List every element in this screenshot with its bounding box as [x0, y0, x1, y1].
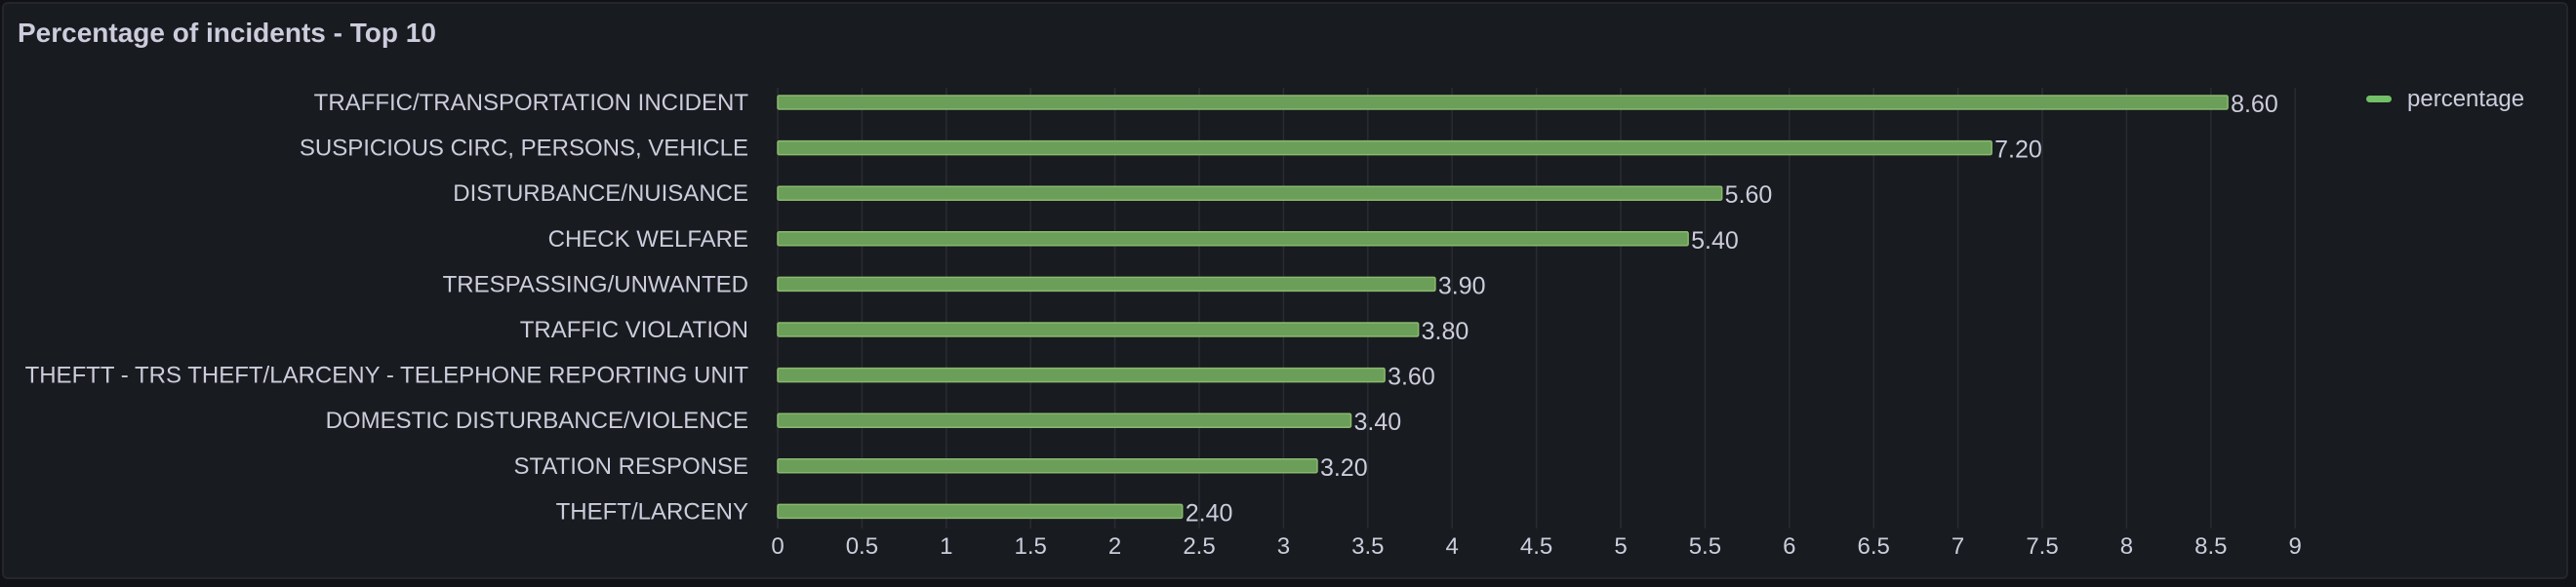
x-tick-label: 7 — [1952, 533, 1964, 560]
x-tick-label: 5.5 — [1689, 533, 1721, 560]
panel-title: Percentage of incidents - Top 10 — [18, 18, 436, 48]
x-tick-label: 2 — [1108, 533, 1121, 560]
x-tick-label: 3.5 — [1351, 533, 1384, 560]
legend-label: percentage — [2407, 86, 2524, 112]
bar — [777, 412, 1352, 428]
x-tick-label: 6 — [1783, 533, 1795, 560]
bar — [777, 139, 1992, 156]
category-label: TRESPASSING/UNWANTED — [443, 271, 748, 297]
x-tick-label: 1.5 — [1015, 533, 1047, 560]
category-label: THEFT/LARCENY — [556, 498, 748, 525]
value-label: 3.40 — [1354, 409, 1402, 436]
value-label: 8.60 — [2231, 91, 2278, 118]
category-label: SUSPICIOUS CIRC, PERSONS, VEHICLE — [300, 136, 748, 162]
bar — [777, 231, 1689, 247]
x-tick-label: 5 — [1614, 533, 1627, 560]
x-tick-label: 4.5 — [1520, 533, 1552, 560]
category-label: TRAFFIC VIOLATION — [520, 317, 748, 343]
bar — [777, 276, 1436, 293]
category-label: THEFTT - TRS THEFT/LARCENY - TELEPHONE R… — [25, 363, 749, 389]
bar — [777, 185, 1723, 201]
category-label: CHECK WELFARE — [548, 226, 748, 253]
x-tick-label: 8 — [2120, 533, 2133, 560]
legend-swatch — [2366, 96, 2392, 102]
bar — [777, 367, 1386, 383]
x-tick-label: 7.5 — [2026, 533, 2058, 560]
bar — [777, 503, 1184, 520]
x-tick-label: 0.5 — [846, 533, 878, 560]
value-label: 3.60 — [1388, 364, 1435, 391]
x-tick-label: 0 — [771, 533, 784, 560]
x-tick-label: 9 — [2289, 533, 2302, 560]
category-label: DISTURBANCE/NUISANCE — [453, 180, 748, 207]
value-label: 5.40 — [1691, 227, 1739, 254]
category-label: STATION RESPONSE — [514, 453, 748, 480]
value-label: 2.40 — [1186, 499, 1233, 527]
category-label: TRAFFIC/TRANSPORTATION INCIDENT — [314, 90, 749, 116]
value-label: 3.90 — [1438, 272, 1486, 299]
category-label: DOMESTIC DISTURBANCE/VIOLENCE — [326, 408, 748, 434]
bar — [777, 322, 1420, 337]
x-tick-label: 6.5 — [1858, 533, 1890, 560]
x-tick-label: 2.5 — [1183, 533, 1215, 560]
x-tick-label: 4 — [1446, 533, 1459, 560]
x-tick-label: 3 — [1277, 533, 1290, 560]
bar — [777, 95, 2229, 110]
value-label: 3.80 — [1422, 318, 1469, 345]
x-tick-label: 8.5 — [2194, 533, 2227, 560]
bar — [777, 458, 1318, 474]
value-label: 3.20 — [1320, 454, 1368, 482]
value-label: 7.20 — [1994, 137, 2042, 164]
value-label: 5.60 — [1725, 181, 1773, 209]
x-tick-label: 1 — [940, 533, 952, 560]
